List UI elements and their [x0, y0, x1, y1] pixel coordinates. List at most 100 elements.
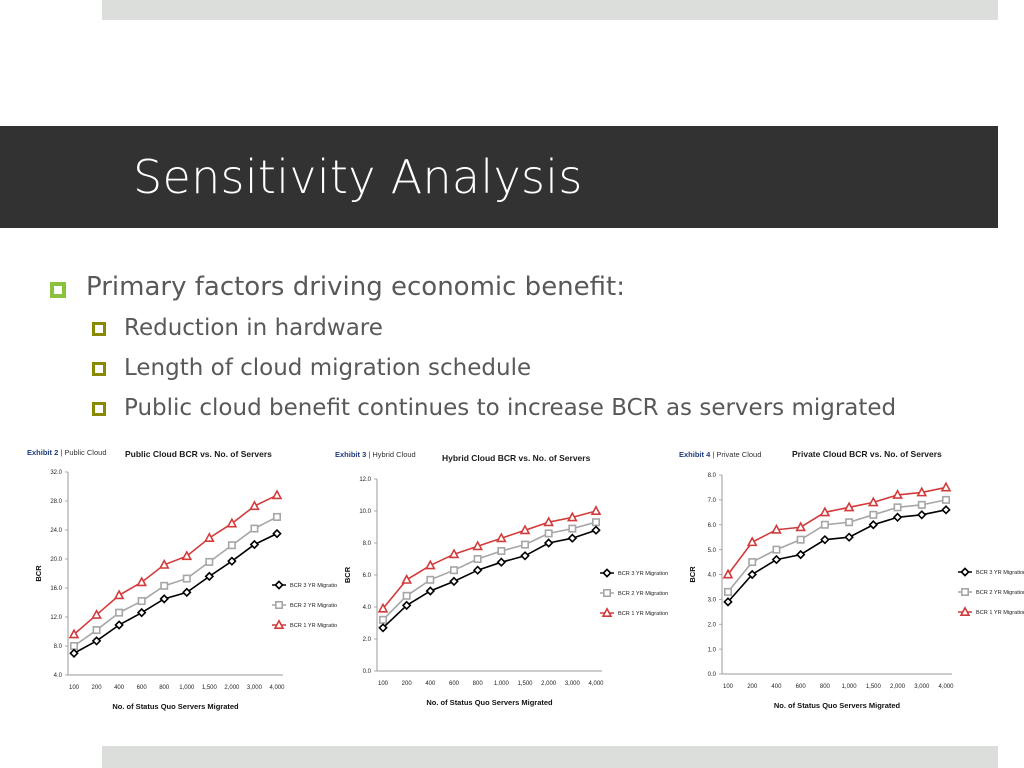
sub-bullet-marker — [92, 402, 106, 416]
data-point — [590, 505, 602, 515]
legend-label: BCR 2 YR Migration — [976, 590, 1024, 596]
x-tick-label: 4,000 — [938, 684, 954, 690]
data-point — [723, 587, 732, 596]
y-tick-label: 0.0 — [708, 672, 717, 678]
x-tick-label: 600 — [796, 684, 807, 690]
legend-label: BCR 1 YR Migration — [618, 611, 668, 617]
data-point — [271, 489, 283, 500]
data-point — [91, 608, 102, 619]
legend-label: BCR 2 YR Migration — [618, 591, 668, 597]
legend-label: BCR 3 YR Migration — [976, 570, 1024, 576]
y-tick-label: 6.0 — [363, 573, 372, 579]
legend-marker — [960, 588, 969, 597]
data-point — [941, 495, 950, 504]
data-point — [91, 636, 102, 646]
data-point — [136, 607, 147, 618]
x-tick-label: 400 — [114, 685, 125, 691]
x-tick-label: 200 — [402, 681, 413, 687]
series-line — [382, 510, 597, 610]
data-point — [69, 642, 78, 651]
y-tick-label: 4.0 — [708, 573, 717, 579]
data-point — [69, 648, 79, 658]
y-tick-label: 28.0 — [50, 499, 62, 505]
data-point — [378, 623, 388, 633]
x-tick-label: 600 — [449, 681, 460, 687]
data-point — [378, 615, 387, 624]
y-tick-label: 4.0 — [54, 673, 63, 679]
data-point — [425, 586, 436, 596]
data-point — [181, 550, 193, 561]
data-point — [893, 503, 902, 512]
data-point — [472, 565, 483, 575]
data-point — [521, 540, 530, 549]
data-point — [160, 581, 169, 590]
y-axis-label: BCR — [343, 566, 352, 583]
data-point — [916, 486, 928, 497]
data-point — [450, 566, 459, 575]
data-point — [113, 589, 125, 600]
data-point — [892, 489, 903, 499]
data-point — [940, 481, 952, 492]
data-point — [473, 555, 482, 564]
data-point — [401, 573, 413, 584]
x-tick-label: 3,000 — [914, 684, 930, 690]
data-point — [68, 628, 80, 639]
x-tick-label: 100 — [378, 681, 389, 687]
x-axis-label: No. of Status Quo Servers Migrated — [112, 702, 239, 711]
data-point — [92, 626, 101, 635]
bullet-marker — [50, 282, 66, 298]
y-tick-label: 24.0 — [50, 528, 62, 534]
legend-marker — [960, 567, 970, 577]
sub-bullet-hardware: Reduction in hardware — [124, 315, 383, 341]
data-point — [272, 528, 282, 539]
x-tick-label: 1,000 — [494, 681, 510, 687]
data-point — [543, 516, 555, 527]
x-tick-label: 2,000 — [890, 684, 906, 690]
legend-marker — [959, 606, 971, 616]
x-tick-label: 800 — [820, 684, 831, 690]
chart-title: Hybrid Cloud BCR vs. No. of Servers — [442, 453, 591, 463]
data-point — [591, 525, 601, 535]
y-tick-label: 6.0 — [708, 523, 717, 529]
data-point — [205, 557, 214, 566]
data-point — [796, 535, 805, 544]
x-tick-label: 1,500 — [866, 684, 882, 690]
exhibit-label: Exhibit 4 | Private Cloud — [679, 450, 761, 459]
data-point — [917, 510, 927, 520]
bottom-decor-strip — [102, 746, 998, 768]
x-tick-label: 800 — [473, 681, 484, 687]
series-line — [73, 532, 278, 654]
data-point — [869, 510, 878, 519]
data-point — [449, 576, 459, 587]
data-point — [158, 558, 170, 569]
data-point — [941, 505, 951, 515]
y-tick-label: 1.0 — [708, 647, 717, 653]
data-point — [519, 524, 531, 535]
x-tick-label: 600 — [137, 685, 148, 691]
data-point — [402, 591, 411, 600]
y-tick-label: 8.0 — [708, 473, 717, 479]
data-point — [748, 558, 757, 567]
data-point — [377, 602, 389, 613]
chart-title: Private Cloud BCR vs. No. of Servers — [792, 449, 942, 459]
legend-marker — [273, 619, 285, 629]
y-tick-label: 32.0 — [50, 470, 62, 476]
exhibit-label: Exhibit 2 | Public Cloud — [27, 448, 107, 457]
data-point — [845, 518, 854, 527]
chart-title: Public Cloud BCR vs. No. of Servers — [125, 449, 272, 459]
data-point — [114, 620, 124, 630]
y-tick-label: 7.0 — [708, 498, 717, 504]
data-point — [567, 533, 578, 543]
data-point — [115, 608, 124, 617]
data-point — [424, 559, 436, 570]
x-tick-label: 1,500 — [202, 685, 218, 691]
data-point — [795, 549, 806, 560]
legend-marker — [602, 568, 612, 578]
chart-hybrid-cloud: Exhibit 3 | Hybrid Cloud Hybrid Cloud BCR… — [335, 450, 668, 707]
legend-label: BCR 3 YR Migration — [290, 583, 337, 589]
x-tick-label: 2,000 — [224, 685, 240, 691]
data-point — [771, 523, 782, 534]
sub-bullet-public-cloud: Public cloud benefit continues to increa… — [124, 395, 897, 421]
data-point — [182, 587, 192, 598]
series-line — [727, 486, 947, 575]
